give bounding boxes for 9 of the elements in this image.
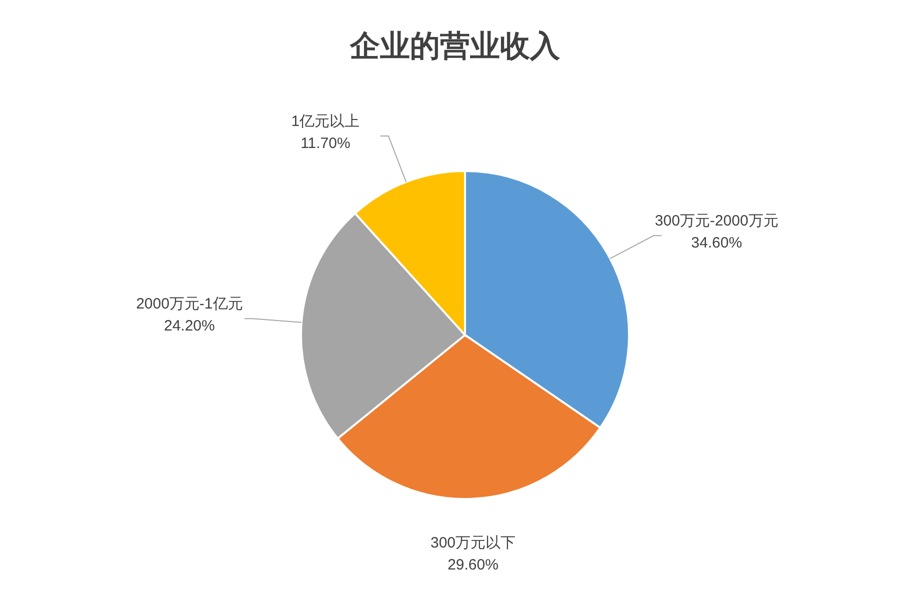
slice-label: 2000万元-1亿元: [136, 296, 243, 313]
data-label: 34.60%: [691, 234, 742, 252]
chart-title: 企业的营业收入: [349, 30, 561, 63]
slice-label: 300万元以下: [430, 534, 516, 552]
slice-label: 300万元-2000万元: [654, 212, 778, 230]
data-label: 11.70%: [300, 135, 350, 152]
data-label: 24.20%: [164, 318, 215, 335]
data-label: 29.60%: [448, 556, 498, 574]
slice-label: 1亿元以上: [291, 113, 360, 130]
